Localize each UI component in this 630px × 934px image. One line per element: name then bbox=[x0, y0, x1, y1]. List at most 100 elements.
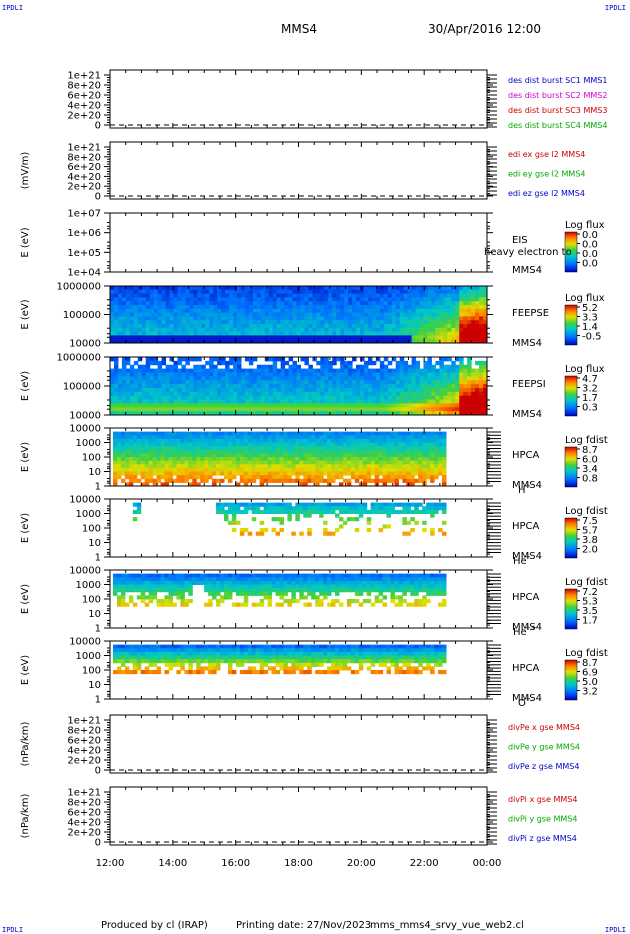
spectrogram-cell bbox=[140, 449, 146, 454]
spectrogram-cell bbox=[356, 372, 361, 377]
spectrogram-cell bbox=[332, 399, 337, 404]
spectrogram-cell bbox=[379, 339, 385, 344]
spectrogram-cell bbox=[336, 372, 341, 377]
spectrogram-cell bbox=[124, 438, 130, 443]
spectrogram-cell bbox=[224, 502, 229, 507]
spectrogram-cell bbox=[324, 305, 329, 310]
spectrogram-cell bbox=[352, 384, 357, 389]
spectrogram-cell bbox=[141, 380, 147, 385]
spectrogram-cell bbox=[406, 478, 411, 483]
spectrogram-cell bbox=[442, 509, 447, 514]
spectrogram-cell bbox=[209, 380, 214, 385]
spectrogram-cell bbox=[213, 286, 218, 291]
spectrogram-cell bbox=[156, 467, 162, 472]
spectrogram-cell bbox=[141, 305, 147, 310]
spectrogram-cell bbox=[434, 506, 439, 511]
spectrogram-cell bbox=[255, 449, 261, 454]
spectrogram-cell bbox=[431, 327, 436, 333]
spectrogram-cell bbox=[125, 372, 131, 377]
spectrogram-cell bbox=[348, 305, 353, 310]
spectrogram-cell bbox=[235, 457, 241, 462]
spectrogram-cell bbox=[451, 335, 456, 340]
spectrogram-cell bbox=[133, 395, 139, 401]
spectrogram-cell bbox=[244, 308, 250, 314]
spectrogram-cell bbox=[332, 320, 337, 325]
spectrogram-cell bbox=[216, 453, 221, 458]
spectrogram-cell bbox=[291, 438, 296, 443]
spectrogram-cell bbox=[244, 391, 250, 397]
spectrogram-cell bbox=[288, 297, 294, 302]
spectrogram-cell bbox=[263, 478, 269, 483]
spectrogram-cell bbox=[157, 305, 163, 310]
spectrogram-cell bbox=[120, 602, 126, 607]
spectrogram-cell bbox=[358, 464, 364, 469]
spectrogram-cell bbox=[165, 327, 171, 333]
spectrogram-cell bbox=[140, 471, 146, 476]
spectrogram-cell bbox=[304, 286, 309, 291]
spectrogram-cell bbox=[161, 308, 167, 314]
spectrogram-cell bbox=[121, 360, 127, 366]
spectrogram-cell bbox=[279, 464, 284, 469]
spectrogram-cell bbox=[279, 475, 284, 480]
spectrogram-cell bbox=[161, 335, 167, 340]
spectrogram-cell bbox=[354, 467, 360, 472]
spectrogram-cell bbox=[459, 301, 464, 306]
spectrogram-cell bbox=[264, 289, 270, 295]
spectrogram-cell bbox=[319, 475, 324, 480]
spectrogram-cell bbox=[168, 453, 173, 458]
spectrogram-cell bbox=[200, 475, 205, 480]
spectrogram-cell bbox=[315, 438, 320, 443]
spectrogram-cell bbox=[252, 327, 258, 333]
spectrogram-cell bbox=[403, 364, 409, 370]
spectrogram-cell bbox=[423, 320, 428, 325]
y-axis-label: E (eV) bbox=[20, 227, 31, 257]
spectrogram-cell bbox=[411, 364, 417, 370]
spectrogram-cell bbox=[467, 297, 472, 302]
spectrogram-cell bbox=[225, 305, 230, 310]
spectrogram-cell bbox=[144, 482, 150, 487]
spectrogram-cell bbox=[387, 395, 393, 401]
spectrogram-cell bbox=[434, 467, 439, 472]
spectrogram-cell bbox=[308, 305, 313, 310]
spectrogram-cell bbox=[406, 520, 411, 525]
spectrogram-cell bbox=[128, 453, 134, 458]
spectrogram-cell bbox=[141, 301, 147, 306]
spectrogram-cell bbox=[312, 395, 317, 401]
spectrogram-cell bbox=[113, 580, 118, 585]
spectrogram-cell bbox=[451, 368, 456, 373]
spectrogram-cell bbox=[169, 301, 174, 306]
spectrogram-cell bbox=[354, 528, 360, 533]
spectrogram-cell bbox=[346, 460, 352, 465]
colorbar-label: Log fdist bbox=[565, 506, 608, 517]
spectrogram-cell bbox=[256, 316, 262, 321]
spectrogram-cell bbox=[213, 320, 218, 325]
spectrogram-cell bbox=[344, 391, 349, 397]
spectrogram-cell bbox=[336, 376, 341, 381]
spectrogram-cell bbox=[375, 335, 381, 340]
spectrogram-cell bbox=[435, 301, 440, 306]
spectrogram-cell bbox=[316, 305, 321, 310]
spectrogram-cell bbox=[116, 475, 122, 480]
spectrogram-cell bbox=[243, 460, 249, 465]
y-tick-label: 100000 bbox=[63, 382, 101, 393]
spectrogram-cell bbox=[292, 376, 298, 381]
spectrogram-cell bbox=[319, 467, 324, 472]
spectrogram-cell bbox=[221, 293, 226, 298]
spectrogram-cell bbox=[463, 387, 468, 393]
spectrogram-cell bbox=[120, 584, 126, 589]
spectrogram-cell bbox=[284, 324, 290, 329]
spectrogram-cell bbox=[209, 395, 214, 401]
spectrogram-cell bbox=[391, 320, 397, 325]
spectrogram-cell bbox=[438, 471, 443, 476]
spectrogram-cell bbox=[271, 431, 277, 436]
spectrogram-cell bbox=[367, 331, 373, 336]
spectrogram-cell bbox=[295, 435, 300, 440]
spectrogram-cell bbox=[471, 372, 476, 377]
spectrogram-cell bbox=[216, 446, 221, 451]
spectrogram-cell bbox=[189, 384, 194, 389]
spectrogram-cell bbox=[168, 577, 173, 582]
spectrogram-cell bbox=[185, 327, 190, 333]
spectrogram-cell bbox=[475, 308, 480, 314]
spectrogram-cell bbox=[399, 395, 405, 401]
spectrogram-cell bbox=[177, 297, 182, 302]
